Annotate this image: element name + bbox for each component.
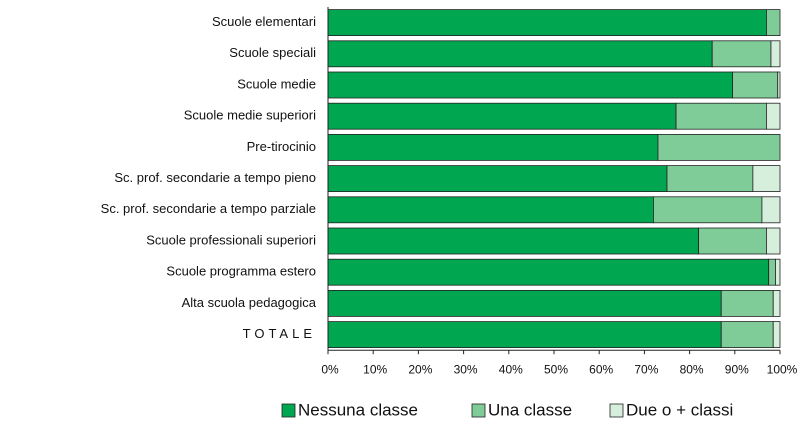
bar-segment [327,40,713,68]
bar-segment [772,289,781,317]
bar-segment [327,165,668,193]
x-tick-label: 50% [544,362,568,376]
bar-segment [775,258,781,286]
legend-swatch [609,403,624,418]
x-tick-label: 70% [634,362,658,376]
category-label: Pre-tirocinio [247,139,316,154]
bar-segment [653,196,763,224]
legend-text: Una classe [488,400,572,419]
x-tick-label: 100% [767,362,798,376]
category-label: Scuole programma estero [166,264,316,279]
category-label: Sc. prof. secondarie a tempo parziale [101,201,316,216]
bar-segment [772,321,781,349]
legend-text: Nessuna classe [298,400,418,419]
x-tick-label: 80% [680,362,704,376]
bar-segment [766,227,781,255]
legend-text: Due o + classi [626,400,733,419]
bar-segment [698,227,767,255]
bar-segment [766,9,781,37]
x-tick-label: 60% [589,362,613,376]
category-label: Scuole speciali [229,45,316,60]
bar-segment [657,133,781,161]
bar-segment [675,102,767,130]
bar-segment [327,71,733,99]
x-tick-label: 20% [408,362,432,376]
legend-swatch [471,403,486,418]
category-label: Scuole medie superiori [184,108,316,123]
bar-segment [752,165,781,193]
category-label: Scuole elementari [212,14,316,29]
bar-segment [720,321,774,349]
bar-segment [732,71,779,99]
bar-segment [720,289,774,317]
bar-segment [711,40,772,68]
bar-segment [327,227,700,255]
bar-segment [666,165,754,193]
bar-segment [327,258,770,286]
category-label: Sc. prof. secondarie a tempo pieno [114,170,316,185]
bar-segment [770,40,781,68]
bar-segment [768,258,776,286]
bar-segment [777,71,781,99]
x-tick-label: 0% [321,362,339,376]
category-label: Scuole medie [237,76,316,91]
category-label: Scuole professionali superiori [146,232,316,247]
category-label: TOTALE [243,326,316,341]
x-tick-label: 90% [725,362,749,376]
x-tick-label: 40% [499,362,523,376]
bar-segment [327,321,722,349]
legend-swatch [281,403,296,418]
x-tick-label: 10% [363,362,387,376]
bar-segment [761,196,781,224]
x-tick-label: 30% [454,362,478,376]
bar-segment [766,102,781,130]
bar-segment [327,289,722,317]
bar-segment [327,133,659,161]
category-label: Alta scuola pedagogica [182,295,317,310]
bar-segment [327,102,677,130]
bar-segment [327,196,654,224]
bar-segment [327,9,767,37]
